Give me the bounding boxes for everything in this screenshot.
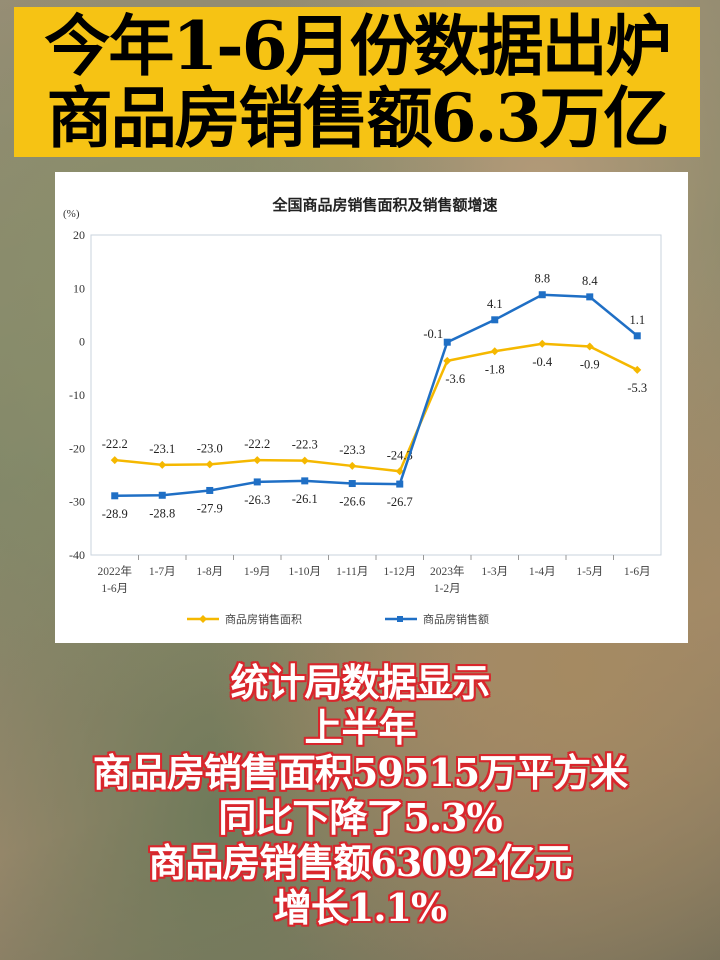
summary-line: 统计局数据显示 (230, 660, 490, 705)
data-point (585, 342, 594, 351)
data-point (206, 486, 214, 494)
data-point (490, 347, 499, 356)
x-tick-label: 2023年 (430, 564, 465, 578)
data-point (538, 291, 546, 299)
x-tick-label: 1-11月 (336, 566, 368, 578)
data-point (253, 456, 262, 465)
x-tick-label: 1-4月 (529, 566, 556, 578)
y-tick-label: -40 (69, 548, 85, 562)
x-tick-label: 2022年 (98, 564, 133, 578)
summary-line: 商品房销售面积59515万平方米 (92, 750, 628, 795)
x-tick-label: 1-8月 (196, 566, 223, 578)
x-tick-label: 1-6月 (624, 566, 651, 578)
data-point (491, 316, 499, 324)
data-point (348, 480, 356, 488)
x-tick-label: 1-10月 (288, 566, 321, 578)
data-label: -23.3 (339, 443, 365, 457)
data-label: 1.1 (629, 313, 645, 327)
data-point (443, 338, 451, 346)
data-point (348, 461, 357, 470)
data-point (633, 365, 642, 374)
data-point (586, 293, 594, 301)
data-label: -24.3 (387, 448, 413, 462)
data-point (158, 460, 167, 469)
data-label: -28.9 (102, 507, 128, 521)
summary-line: 商品房销售额63092亿元 (148, 840, 572, 885)
data-point (253, 478, 261, 486)
data-label: -22.3 (292, 438, 318, 452)
data-point (396, 480, 404, 488)
x-tick-label: 1-5月 (576, 566, 603, 578)
y-axis-unit: (%) (63, 208, 80, 220)
y-tick-label: -10 (69, 388, 85, 402)
summary-line: 增长1.1% (273, 885, 447, 930)
legend-label: 商品房销售面积 (225, 612, 302, 626)
chart-card: 全国商品房销售面积及销售额增速 (%) 20 10 0 -10 -20 -30 -40 202… (55, 172, 688, 643)
line-chart: 全国商品房销售面积及销售额增速 (%) 20 10 0 -10 -20 -30 -40 202… (63, 196, 662, 626)
title-banner: 今年1-6月份数据出炉 商品房销售额6.3万亿 (14, 7, 700, 157)
y-tick-label: 20 (73, 228, 85, 242)
data-label: -28.8 (149, 506, 175, 520)
data-label: -26.3 (244, 493, 270, 507)
data-label: 8.4 (582, 274, 598, 288)
y-tick-label: 10 (73, 281, 85, 295)
data-label: -26.7 (387, 495, 413, 509)
headline-line-1: 今年1-6月份数据出炉 (44, 7, 671, 85)
x-tick-label: 1-2月 (434, 583, 461, 595)
data-point (395, 467, 404, 476)
data-point (538, 339, 547, 348)
data-point (205, 460, 214, 469)
data-point (443, 356, 452, 365)
data-label: -0.4 (532, 355, 553, 369)
data-label: -5.3 (627, 381, 647, 395)
data-point (301, 477, 309, 485)
summary-text: 统计局数据显示 上半年 商品房销售面积59515万平方米 同比下降了5.3% 商品房销售… (0, 660, 720, 930)
summary-line: 同比下降了5.3% (218, 795, 502, 840)
data-label: -1.8 (485, 362, 505, 376)
legend-label: 商品房销售额 (423, 612, 489, 626)
data-point (111, 492, 119, 500)
y-tick-label: 0 (79, 335, 85, 349)
data-label: -27.9 (197, 501, 223, 515)
x-tick-label: 1-3月 (481, 566, 508, 578)
data-label: -23.1 (149, 442, 175, 456)
data-label: -3.6 (445, 372, 465, 386)
data-label: 8.8 (534, 272, 550, 286)
chart-title: 全国商品房销售面积及销售额增速 (271, 196, 497, 214)
series-line-0 (114, 342, 638, 473)
data-label: -26.1 (292, 492, 318, 506)
summary-line: 上半年 (304, 705, 416, 750)
x-tick-label: 1-7月 (149, 566, 176, 578)
data-point (110, 456, 119, 465)
data-label: -0.9 (580, 357, 600, 371)
data-label: -22.2 (102, 437, 128, 451)
x-tick-label: 1-6月 (101, 583, 128, 595)
data-label: -22.2 (244, 437, 270, 451)
legend-marker (397, 616, 403, 622)
legend-marker (199, 615, 207, 623)
y-tick-label: -20 (69, 441, 85, 455)
x-tick-label: 1-9月 (244, 566, 271, 578)
data-label: 4.1 (487, 297, 503, 311)
x-tick-label: 1-12月 (383, 566, 416, 578)
data-point (633, 332, 641, 340)
data-label: -26.6 (339, 495, 365, 509)
series-line-1 (114, 293, 639, 498)
data-label: -0.1 (423, 327, 443, 341)
data-point (158, 491, 166, 499)
plot-frame (90, 234, 662, 556)
data-label: -23.0 (197, 441, 223, 455)
headline-line-2: 商品房销售额6.3万亿 (46, 79, 670, 157)
y-tick-label: -30 (69, 495, 85, 509)
data-point (300, 456, 309, 465)
